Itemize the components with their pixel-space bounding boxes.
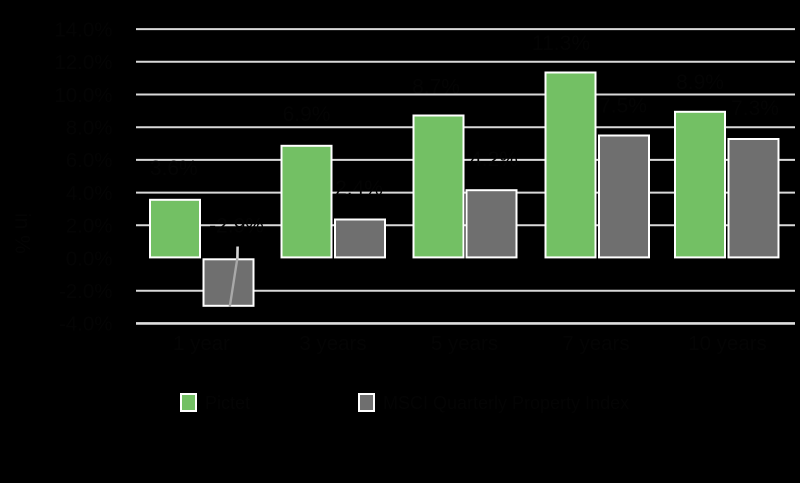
- svg-text:3 years: 3 years: [299, 332, 366, 355]
- svg-text:11.3%: 11.3%: [532, 32, 590, 55]
- svg-text:7.5%: 7.5%: [599, 95, 647, 118]
- svg-text:7.3%: 7.3%: [731, 97, 779, 120]
- svg-text:3.6%: 3.6%: [150, 157, 198, 180]
- svg-text:6.0%: 6.0%: [66, 149, 113, 172]
- svg-text:7 years: 7 years: [562, 332, 629, 355]
- svg-text:2.4%: 2.4%: [335, 177, 383, 200]
- svg-text:8.9%: 8.9%: [676, 71, 724, 94]
- svg-text:0.0%: 0.0%: [66, 247, 113, 270]
- svg-text:1 year: 1 year: [173, 332, 230, 355]
- svg-text:-4.0%: -4.0%: [59, 313, 113, 336]
- svg-text:-2.9%: -2.9%: [209, 215, 264, 238]
- svg-text:in %: in %: [11, 213, 34, 254]
- svg-text:Pictet: Pictet: [205, 393, 250, 413]
- svg-text:12.0%: 12.0%: [54, 51, 112, 74]
- svg-text:10 years: 10 years: [688, 332, 767, 355]
- svg-text:8.7%: 8.7%: [412, 75, 460, 98]
- svg-text:6.9%: 6.9%: [283, 103, 331, 126]
- svg-text:10.0%: 10.0%: [54, 84, 112, 107]
- svg-text:4.2%: 4.2%: [470, 148, 518, 171]
- svg-text:MSCI Quarterly Property Index: MSCI Quarterly Property Index: [383, 393, 629, 413]
- svg-text:-2.0%: -2.0%: [59, 280, 113, 303]
- svg-text:14.0%: 14.0%: [54, 18, 112, 41]
- svg-text:8.0%: 8.0%: [66, 117, 113, 140]
- svg-text:5 years: 5 years: [431, 332, 498, 355]
- svg-text:2.0%: 2.0%: [66, 215, 113, 238]
- svg-text:4.0%: 4.0%: [66, 182, 113, 205]
